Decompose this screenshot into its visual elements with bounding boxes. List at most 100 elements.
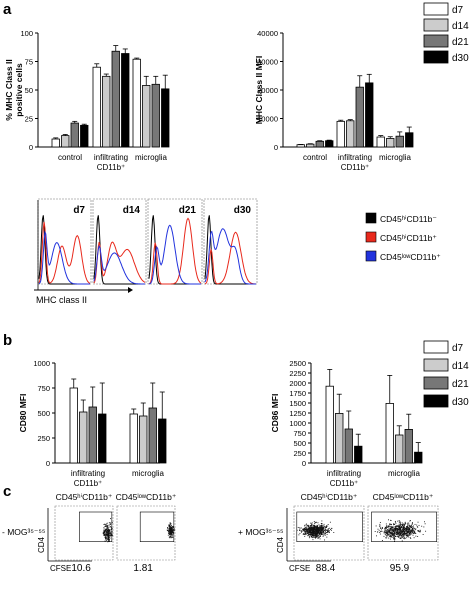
scatter-point [109,539,110,541]
scatter-point [376,535,377,537]
scatter-point [171,527,173,528]
scatter-point [313,528,315,530]
scatter-point [386,526,388,528]
scatter-point [411,524,413,526]
scatter-point [307,525,309,527]
scatter-point [402,524,404,526]
scatter-point [326,529,328,531]
scatter-point [409,529,411,531]
scatter-point [326,532,328,533]
bar [158,418,167,464]
scatter-point [411,531,412,532]
scatter-point [312,524,314,526]
bar [142,85,151,148]
scatter-point [389,535,391,537]
scatter-point [105,536,107,538]
scatter-point [403,527,405,528]
scatter-point [302,530,304,532]
scatter-point [168,527,170,529]
scatter-point [401,524,403,526]
scatter-point [407,531,408,533]
scatter-point [315,526,317,528]
scatter-point [312,531,313,532]
scatter-point [168,530,170,532]
scatter-point [398,523,400,525]
scatter-point [406,526,408,528]
scatter-point [303,529,305,531]
scatter-point [330,529,332,531]
scatter-point [399,534,401,536]
scatter-point [309,531,311,533]
scatter-point [406,533,408,535]
scatter-point [392,526,394,528]
scatter-point [392,531,394,533]
scatter-point [312,524,314,526]
scatter-point [398,529,400,531]
scatter-point [405,536,407,538]
scatter-point [318,530,320,532]
scatter-point [306,529,308,531]
scatter-point [315,525,317,527]
scatter-point [315,535,317,537]
scatter-point [303,533,305,535]
scatter-point [326,531,328,533]
scatter-point [390,519,392,521]
scatter-gate [371,511,437,543]
scatter-point [403,529,405,530]
x-category-label: microglia [135,153,168,162]
scatter-point [410,532,412,533]
histogram-curve-cd45low-cd11b-pos [204,228,256,285]
scatter-point [394,533,395,535]
scatter-point [402,531,404,533]
scatter-point [417,530,419,532]
scatter-point [387,530,389,532]
y-tick-label: 75 [25,58,33,67]
scatter-point [412,534,414,536]
scatter-point [309,525,311,527]
scatter-point [303,534,305,535]
scatter-point [303,529,304,530]
scatter-point [397,526,399,528]
scatter-point [166,529,168,531]
scatter-point [423,521,425,523]
scatter-point [394,530,396,532]
scatter-point [111,528,113,530]
scatter-point [318,534,320,536]
scatter-point [395,522,397,524]
scatter-point [392,529,394,531]
scatter-point [395,528,397,530]
scatter-point [169,536,171,537]
scatter-point [386,534,388,536]
bar [92,66,101,148]
scatter-point [319,532,321,534]
scatter-point [312,528,314,530]
scatter-point [400,526,402,527]
scatter-point [307,526,309,528]
scatter-point [388,519,389,521]
scatter-point [318,531,320,533]
scatter-point [296,529,298,531]
scatter-point [321,525,323,526]
scatter-point [313,536,315,538]
scatter-point [325,532,327,534]
scatter-point [409,526,411,528]
scatter-point [393,528,395,530]
scatter-point [110,534,112,536]
scatter-point [305,530,307,531]
scatter-point [311,532,313,534]
scatter-point [413,527,415,529]
scatter-point [316,536,318,538]
scatter-point [394,540,395,542]
scatter-point [403,534,405,536]
scatter-point [379,525,381,527]
scatter-point [319,530,321,532]
scatter-point [399,535,401,537]
scatter-point [323,534,325,536]
scatter-point [316,528,318,530]
scatter-point [167,531,169,533]
scatter-point [110,534,112,536]
scatter-point [315,530,317,532]
scatter-gate-value: 10.6 [71,563,91,574]
panel-label-b: b [3,332,12,349]
y-tick-label: 250 [293,449,306,458]
